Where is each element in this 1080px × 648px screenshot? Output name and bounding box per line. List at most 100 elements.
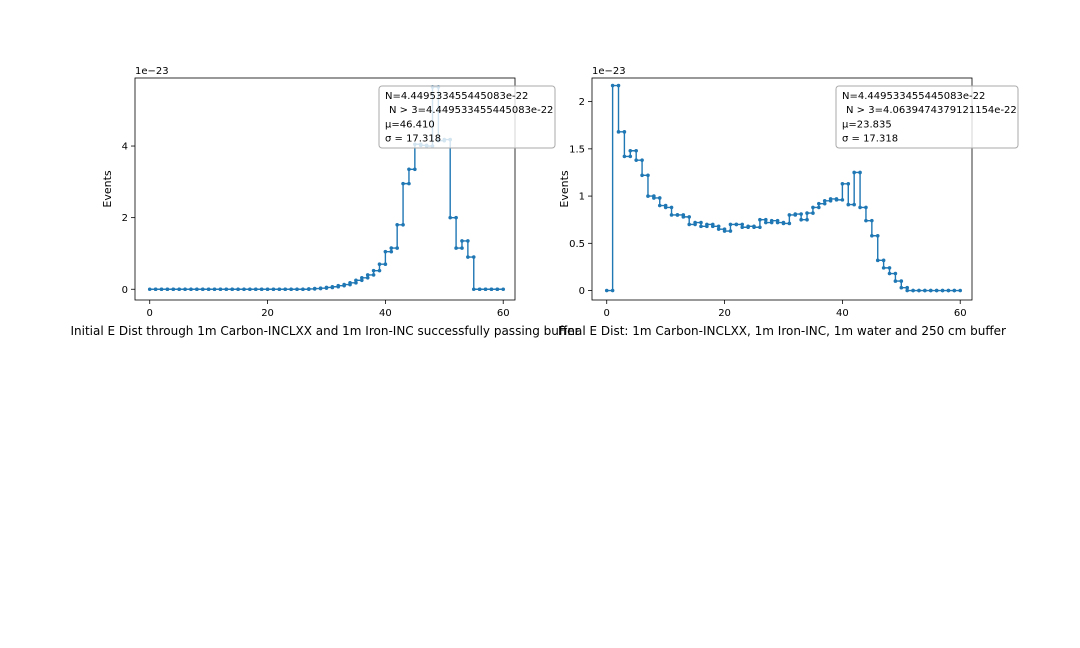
data-point: [758, 217, 762, 222]
data-point: [395, 223, 399, 227]
data-point: [454, 215, 458, 220]
data-point: [271, 287, 276, 292]
data-point: [236, 287, 240, 292]
data-point: [360, 278, 364, 283]
x-tick-label: 20: [718, 308, 731, 319]
data-point: [354, 281, 358, 285]
data-point: [846, 202, 851, 207]
data-point: [752, 225, 756, 230]
data-point: [342, 282, 346, 287]
data-point: [628, 148, 633, 153]
stats-line: N=4.449533455445083e-22: [385, 91, 528, 102]
y-axis-label: Events: [558, 170, 571, 208]
data-point: [822, 201, 827, 206]
data-point: [159, 287, 164, 292]
data-point: [477, 287, 482, 292]
y-tick-label: 4: [122, 142, 128, 153]
data-point: [183, 287, 187, 292]
data-point: [248, 287, 252, 292]
data-point: [917, 288, 921, 293]
data-point: [483, 287, 488, 292]
x-tick-label: 40: [379, 308, 392, 319]
stats-box: [378, 85, 556, 149]
data-point: [899, 279, 904, 283]
y-axis-label: Events: [101, 170, 114, 208]
data-point: [822, 199, 827, 203]
data-point: [634, 148, 638, 153]
y-tick-label: 0.5: [569, 239, 585, 250]
data-point: [360, 276, 364, 280]
data-point: [893, 271, 898, 276]
data-point: [870, 218, 874, 223]
data-point: [893, 279, 898, 283]
data-point: [805, 217, 809, 222]
data-point: [710, 224, 715, 229]
data-point: [817, 205, 821, 210]
data-point: [153, 287, 158, 292]
data-point: [787, 213, 792, 217]
stats-line: N > 3=4.0639474379121154e-22: [846, 105, 1017, 116]
data-point: [501, 287, 506, 292]
data-point: [634, 158, 638, 162]
chart-title: Final E Dist: 1m Carbon-INCLXX, 1m Iron-…: [558, 324, 1006, 338]
chart-initial-energy: 0 20 40 60 0 2 4 1e−23 Events Initial E Dist thro…: [71, 66, 580, 338]
data-point: [324, 285, 329, 290]
data-point: [454, 246, 458, 250]
data-point: [758, 225, 762, 230]
data-point: [336, 283, 341, 288]
y-tick-label: 2: [579, 97, 585, 108]
stats-line: σ = 17.318: [842, 134, 898, 145]
data-point: [881, 258, 886, 263]
data-point: [763, 220, 768, 225]
data-point: [657, 196, 662, 200]
data-point: [799, 212, 803, 216]
data-point: [940, 288, 945, 293]
data-point: [928, 288, 933, 293]
data-point: [799, 217, 803, 222]
data-point: [383, 249, 388, 254]
data-point: [371, 268, 376, 273]
data-point: [177, 287, 181, 292]
data-point: [471, 287, 476, 292]
data-point: [407, 167, 411, 172]
data-point: [652, 196, 656, 200]
data-point: [448, 215, 452, 220]
data-point: [787, 221, 792, 226]
data-point: [805, 211, 809, 215]
data-point: [905, 288, 909, 293]
stats-line: N > 3=4.449533455445083e-22: [389, 105, 553, 116]
data-point: [693, 220, 697, 225]
data-point: [224, 287, 229, 292]
axes-frame: [134, 77, 516, 301]
data-point: [401, 181, 405, 186]
data-point: [242, 287, 246, 292]
data-point: [401, 223, 405, 227]
data-point: [887, 266, 892, 270]
data-point: [952, 288, 957, 293]
data-point: [295, 287, 299, 292]
data-point: [495, 287, 500, 292]
data-point: [923, 288, 927, 293]
data-point: [277, 287, 282, 292]
data-point: [460, 239, 464, 243]
data-point: [489, 287, 494, 292]
data-point: [699, 224, 703, 229]
data-point: [640, 158, 644, 162]
data-point: [471, 255, 476, 259]
data-point: [852, 170, 856, 175]
data-point: [852, 202, 856, 207]
data-point: [781, 221, 786, 226]
data-point: [389, 246, 394, 250]
data-point: [864, 205, 868, 210]
data-point: [793, 212, 798, 216]
data-point: [687, 215, 692, 219]
x-tick-label: 0: [604, 308, 610, 319]
data-point: [905, 285, 909, 290]
data-point: [675, 213, 680, 217]
data-point: [705, 222, 709, 227]
data-point: [604, 288, 609, 293]
y-tick-label: 0: [579, 286, 585, 297]
data-point: [383, 262, 388, 266]
data-point: [775, 220, 780, 225]
y-tick-label: 2: [122, 213, 128, 224]
